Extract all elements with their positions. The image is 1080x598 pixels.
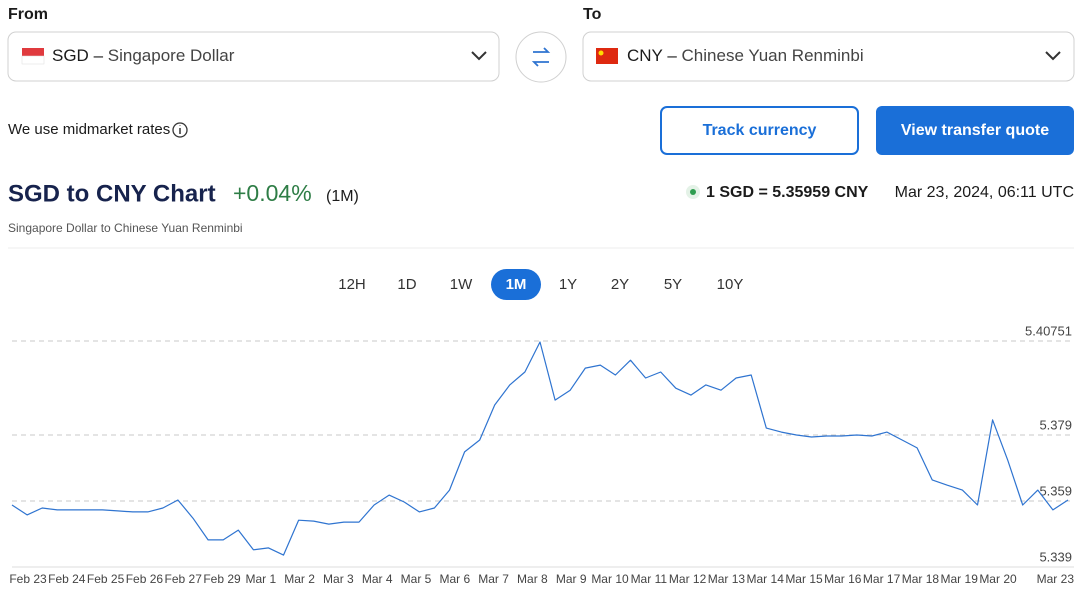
- range-button[interactable]: 2Y: [611, 276, 629, 293]
- x-tick-label: Mar 2: [284, 572, 315, 586]
- swap-button[interactable]: [515, 31, 567, 83]
- x-tick-label: Feb 26: [126, 572, 164, 586]
- x-tick-label: Mar 6: [439, 572, 470, 586]
- currency-name: Singapore Dollar: [108, 46, 235, 65]
- range-button[interactable]: 12H: [338, 276, 366, 293]
- x-tick-label: Feb 27: [165, 572, 203, 586]
- chevron: [1045, 51, 1061, 61]
- x-tick-label: Mar 1: [245, 572, 276, 586]
- x-tick-label: Mar 16: [824, 572, 862, 586]
- x-tick-label: Mar 12: [669, 572, 707, 586]
- y-tick-label: 5.339: [1039, 549, 1072, 564]
- currency-name: Chinese Yuan Renminbi: [682, 46, 864, 65]
- x-tick-label: Mar 3: [323, 572, 354, 586]
- x-tick-label: Mar 10: [591, 572, 629, 586]
- y-tick-label: 5.40751: [1025, 323, 1072, 338]
- x-tick-label: Feb 29: [203, 572, 241, 586]
- y-tick-label: 5.379: [1039, 417, 1072, 432]
- x-tick-label: Mar 7: [478, 572, 509, 586]
- flag-star: [598, 50, 604, 56]
- to-value: CNY – Chinese Yuan Renminbi: [627, 46, 864, 65]
- x-tick-label: Mar 9: [556, 572, 587, 586]
- range-button[interactable]: 5Y: [664, 276, 682, 293]
- x-tick-label: Mar 8: [517, 572, 548, 586]
- x-tick-label: Mar 4: [362, 572, 393, 586]
- chart: 5.339 5.359 5.379 5.40751 Feb 23 Feb 24 Feb 25…: [9, 323, 1074, 586]
- track-button[interactable]: [660, 106, 859, 155]
- x-tick-label: Feb 25: [87, 572, 125, 586]
- from-label: From: [8, 6, 48, 23]
- track-button-label: Track currency: [703, 122, 817, 139]
- flag: [22, 48, 44, 56]
- separator: –: [667, 46, 677, 65]
- x-tick-label: Feb 24: [48, 572, 86, 586]
- range-button[interactable]: 1Y: [559, 276, 577, 293]
- chevron: [471, 51, 487, 61]
- x-tick-label: Feb 23: [9, 572, 47, 586]
- chart-title: SGD to CNY Chart: [8, 180, 216, 207]
- flag: [21, 55, 45, 65]
- range-selector: 12H 1D 1W 1M 1Y 2Y 5Y 10Y: [338, 269, 743, 300]
- x-tick-label: Mar 5: [401, 572, 432, 586]
- info-icon[interactable]: [172, 122, 188, 138]
- rate: 1 SGD = 5.35959 CNY: [706, 184, 869, 201]
- period: (1M): [326, 188, 359, 205]
- separator: –: [94, 46, 104, 65]
- x-tick-label: Mar 11: [631, 572, 668, 586]
- rate-line: [11, 341, 1069, 556]
- to-select[interactable]: [582, 31, 1075, 82]
- midmarket-note: We use midmarket rates: [8, 121, 170, 138]
- x-tick-label: Mar 19: [941, 572, 979, 586]
- x-tick-label: Mar 15: [785, 572, 823, 586]
- to-label: To: [583, 6, 602, 23]
- range-button[interactable]: 10Y: [717, 276, 744, 293]
- from-value: SGD – Singapore Dollar: [52, 46, 235, 65]
- change: +0.04%: [233, 180, 312, 206]
- x-tick-label: Mar 23: [1037, 572, 1075, 586]
- y-tick-label: 5.359: [1039, 483, 1072, 498]
- flag: [596, 48, 618, 64]
- range-button[interactable]: 1M: [506, 276, 527, 293]
- timestamp: Mar 23, 2024, 06:11 UTC: [895, 184, 1074, 201]
- x-tick-label: Mar 17: [863, 572, 901, 586]
- range-button[interactable]: 1W: [450, 276, 473, 293]
- from-select[interactable]: [7, 31, 500, 82]
- code: CNY: [627, 46, 663, 65]
- quote-button[interactable]: [876, 106, 1074, 155]
- range-button[interactable]: 1D: [397, 276, 416, 293]
- x-tick-label: Mar 14: [747, 572, 785, 586]
- x-tick-label: Mar 18: [902, 572, 940, 586]
- status-dot: [690, 189, 696, 195]
- x-tick-label: Mar 13: [708, 572, 746, 586]
- swap-icon: [531, 47, 551, 67]
- range-active[interactable]: [491, 269, 541, 300]
- quote-button-label: View transfer quote: [901, 122, 1049, 139]
- code: SGD: [52, 46, 89, 65]
- x-tick-label: Mar 20: [979, 572, 1017, 586]
- subtitle: Singapore Dollar to Chinese Yuan Renminb…: [8, 221, 243, 235]
